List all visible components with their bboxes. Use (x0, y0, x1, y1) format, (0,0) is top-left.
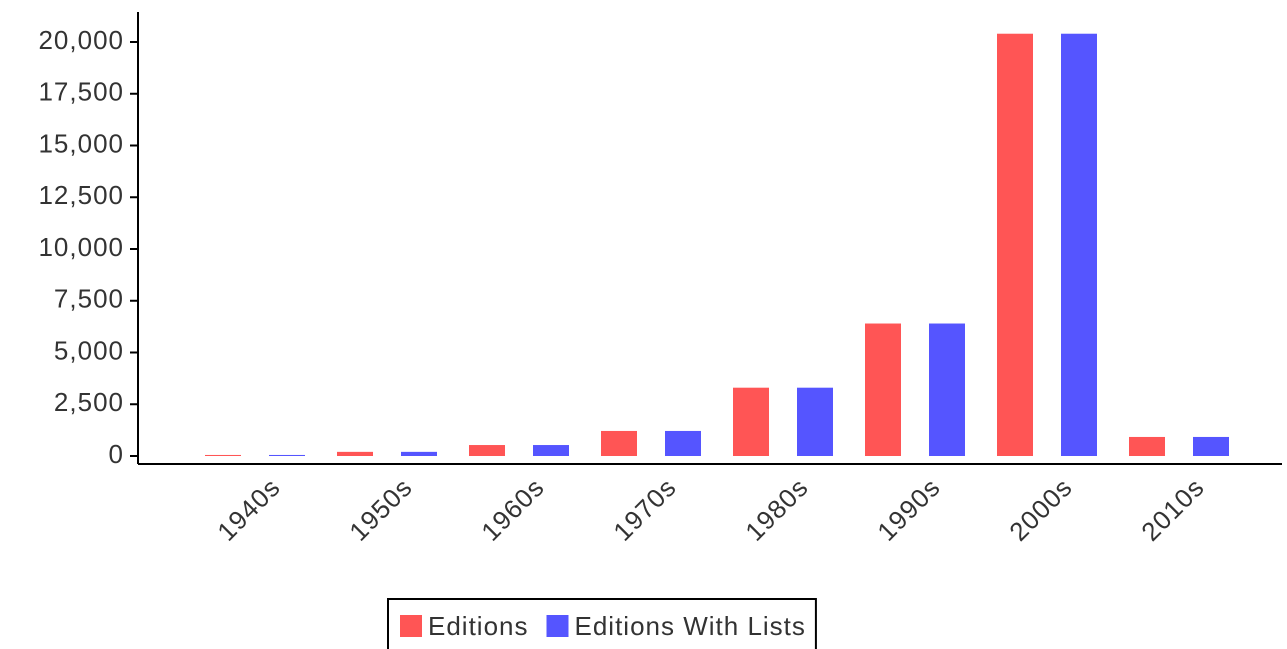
legend-box (387, 598, 817, 649)
bar (533, 445, 569, 456)
y-tick-label: 0 (109, 439, 124, 469)
legend: Editions Editions With Lists (387, 598, 817, 649)
x-tick-label: 1960s (475, 472, 550, 547)
bar (601, 430, 637, 456)
bar (1129, 436, 1165, 456)
bar (401, 451, 437, 456)
legend-swatch (400, 615, 422, 637)
y-tick-label: 12,500 (38, 180, 124, 210)
legend-label: Editions (428, 611, 529, 641)
legend-swatch (546, 615, 569, 637)
bar (865, 323, 901, 456)
x-tick-label: 1940s (211, 472, 286, 547)
bar (469, 445, 505, 456)
bar (665, 430, 701, 456)
x-tick-label: 1990s (871, 472, 946, 547)
x-tick-label: 2010s (1135, 472, 1210, 547)
bar (269, 454, 305, 456)
legend-label: Editions With Lists (575, 611, 806, 641)
bar (337, 451, 373, 456)
y-tick-label: 5,000 (54, 335, 124, 365)
bar (733, 387, 769, 456)
x-tick-label: 1980s (739, 472, 814, 547)
x-tick-label: 2000s (1003, 472, 1078, 547)
y-tick-label: 2,500 (54, 387, 124, 417)
y-tick-label: 17,500 (38, 77, 124, 107)
x-tick-label: 1970s (607, 472, 682, 547)
bar (997, 33, 1033, 456)
bar (929, 323, 965, 456)
bar (1193, 436, 1229, 456)
y-tick-label: 10,000 (38, 232, 124, 262)
x-tick-label: 1950s (343, 472, 418, 547)
bar (1061, 33, 1097, 456)
y-tick-label: 7,500 (54, 284, 124, 314)
bar (205, 454, 241, 456)
bar (797, 387, 833, 456)
y-tick-label: 20,000 (38, 25, 124, 55)
y-tick-label: 15,000 (38, 128, 124, 158)
